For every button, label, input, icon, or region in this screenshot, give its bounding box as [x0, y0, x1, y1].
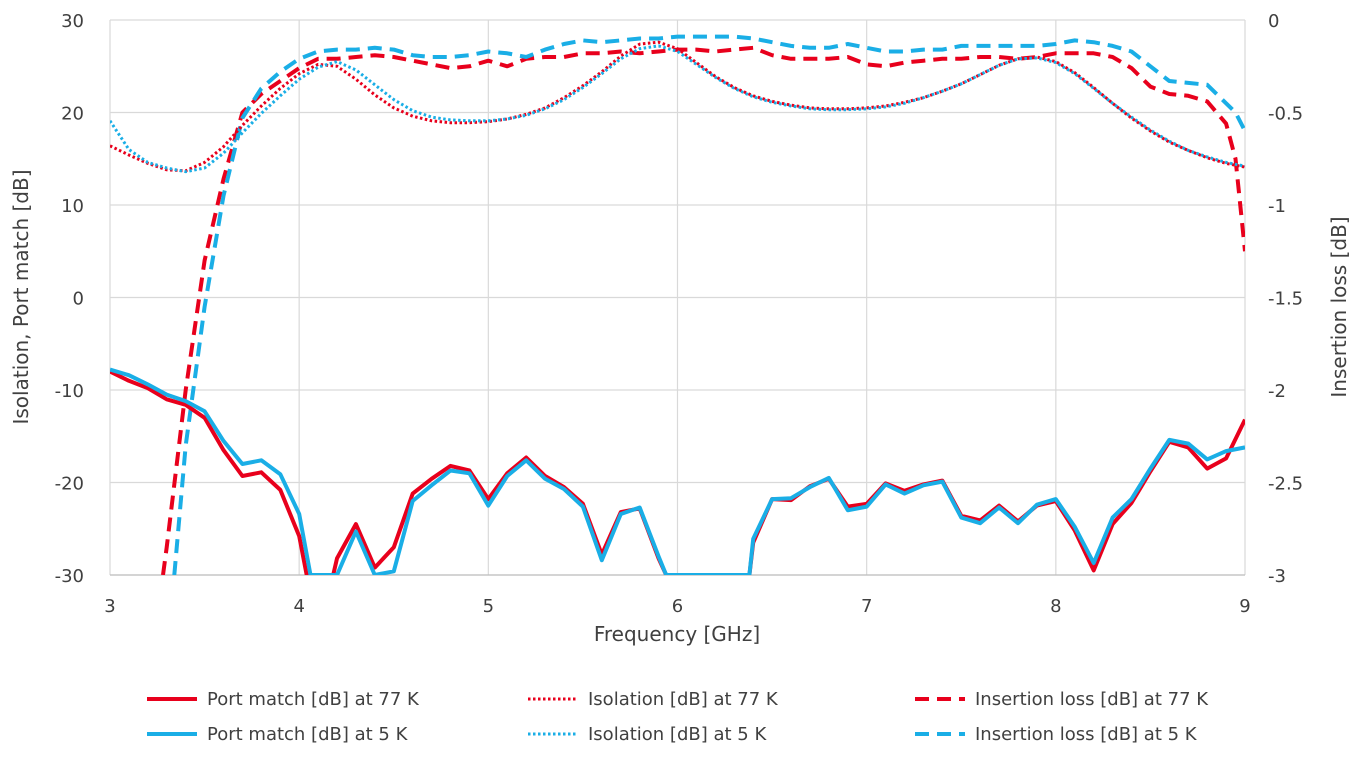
- y-right-tick-label: -2: [1268, 381, 1286, 402]
- y-left-tick-label: 20: [61, 104, 84, 125]
- x-tick-label: 8: [1050, 596, 1061, 617]
- y-left-tick-label: -10: [55, 381, 84, 402]
- legend-label-2: Isolation [dB] at 77 K: [588, 689, 779, 710]
- y-right-tick-label: -3: [1268, 566, 1286, 587]
- series-line-4: [161, 45, 1245, 575]
- series-layer: [110, 34, 1245, 575]
- y-left-tick-label: -30: [55, 566, 84, 587]
- legend-label-0: Port match [dB] at 77 K: [207, 689, 420, 710]
- y-right-tick-label: -2.5: [1268, 474, 1303, 495]
- series-line-5: [172, 34, 1245, 575]
- y-right-tick-label: -0.5: [1268, 104, 1303, 125]
- legend-label-1: Port match [dB] at 5 K: [207, 724, 409, 745]
- y-right-tick-label: -1: [1268, 196, 1286, 217]
- x-axis-title: Frequency [GHz]: [594, 622, 760, 646]
- y-right-tick-label: -1.5: [1268, 289, 1303, 310]
- legend-label-5: Insertion loss [dB] at 5 K: [975, 724, 1198, 745]
- y-axis-right-title: Insertion loss [dB]: [1327, 216, 1351, 397]
- series-line-3: [110, 44, 1245, 174]
- x-tick-label: 7: [861, 596, 872, 617]
- y-left-tick-label: 10: [61, 196, 84, 217]
- series-line-2: [110, 40, 1245, 173]
- legend-label-4: Insertion loss [dB] at 77 K: [975, 689, 1209, 710]
- legend-label-3: Isolation [dB] at 5 K: [588, 724, 767, 745]
- y-left-tick-label: -20: [55, 474, 84, 495]
- x-tick-label: 9: [1239, 596, 1250, 617]
- x-tick-label: 3: [104, 596, 115, 617]
- y-axis-left-title: Isolation, Port match [dB]: [9, 169, 33, 424]
- x-tick-label: 5: [483, 596, 494, 617]
- y-right-tick-label: 0: [1268, 11, 1279, 32]
- series-line-1: [110, 367, 1245, 575]
- x-tick-label: 4: [293, 596, 304, 617]
- tick-labels: 3 4 5 6 7 8 9 30 20 10 0 -10 -20 -30 0 -0.5 -1 -1.5 -2 -2.5…: [55, 11, 1304, 617]
- x-tick-label: 6: [672, 596, 683, 617]
- legend: Port match [dB] at 77 K Isolation [dB] at…: [147, 689, 1209, 745]
- y-left-tick-label: 30: [61, 11, 84, 32]
- y-left-tick-label: 0: [73, 289, 84, 310]
